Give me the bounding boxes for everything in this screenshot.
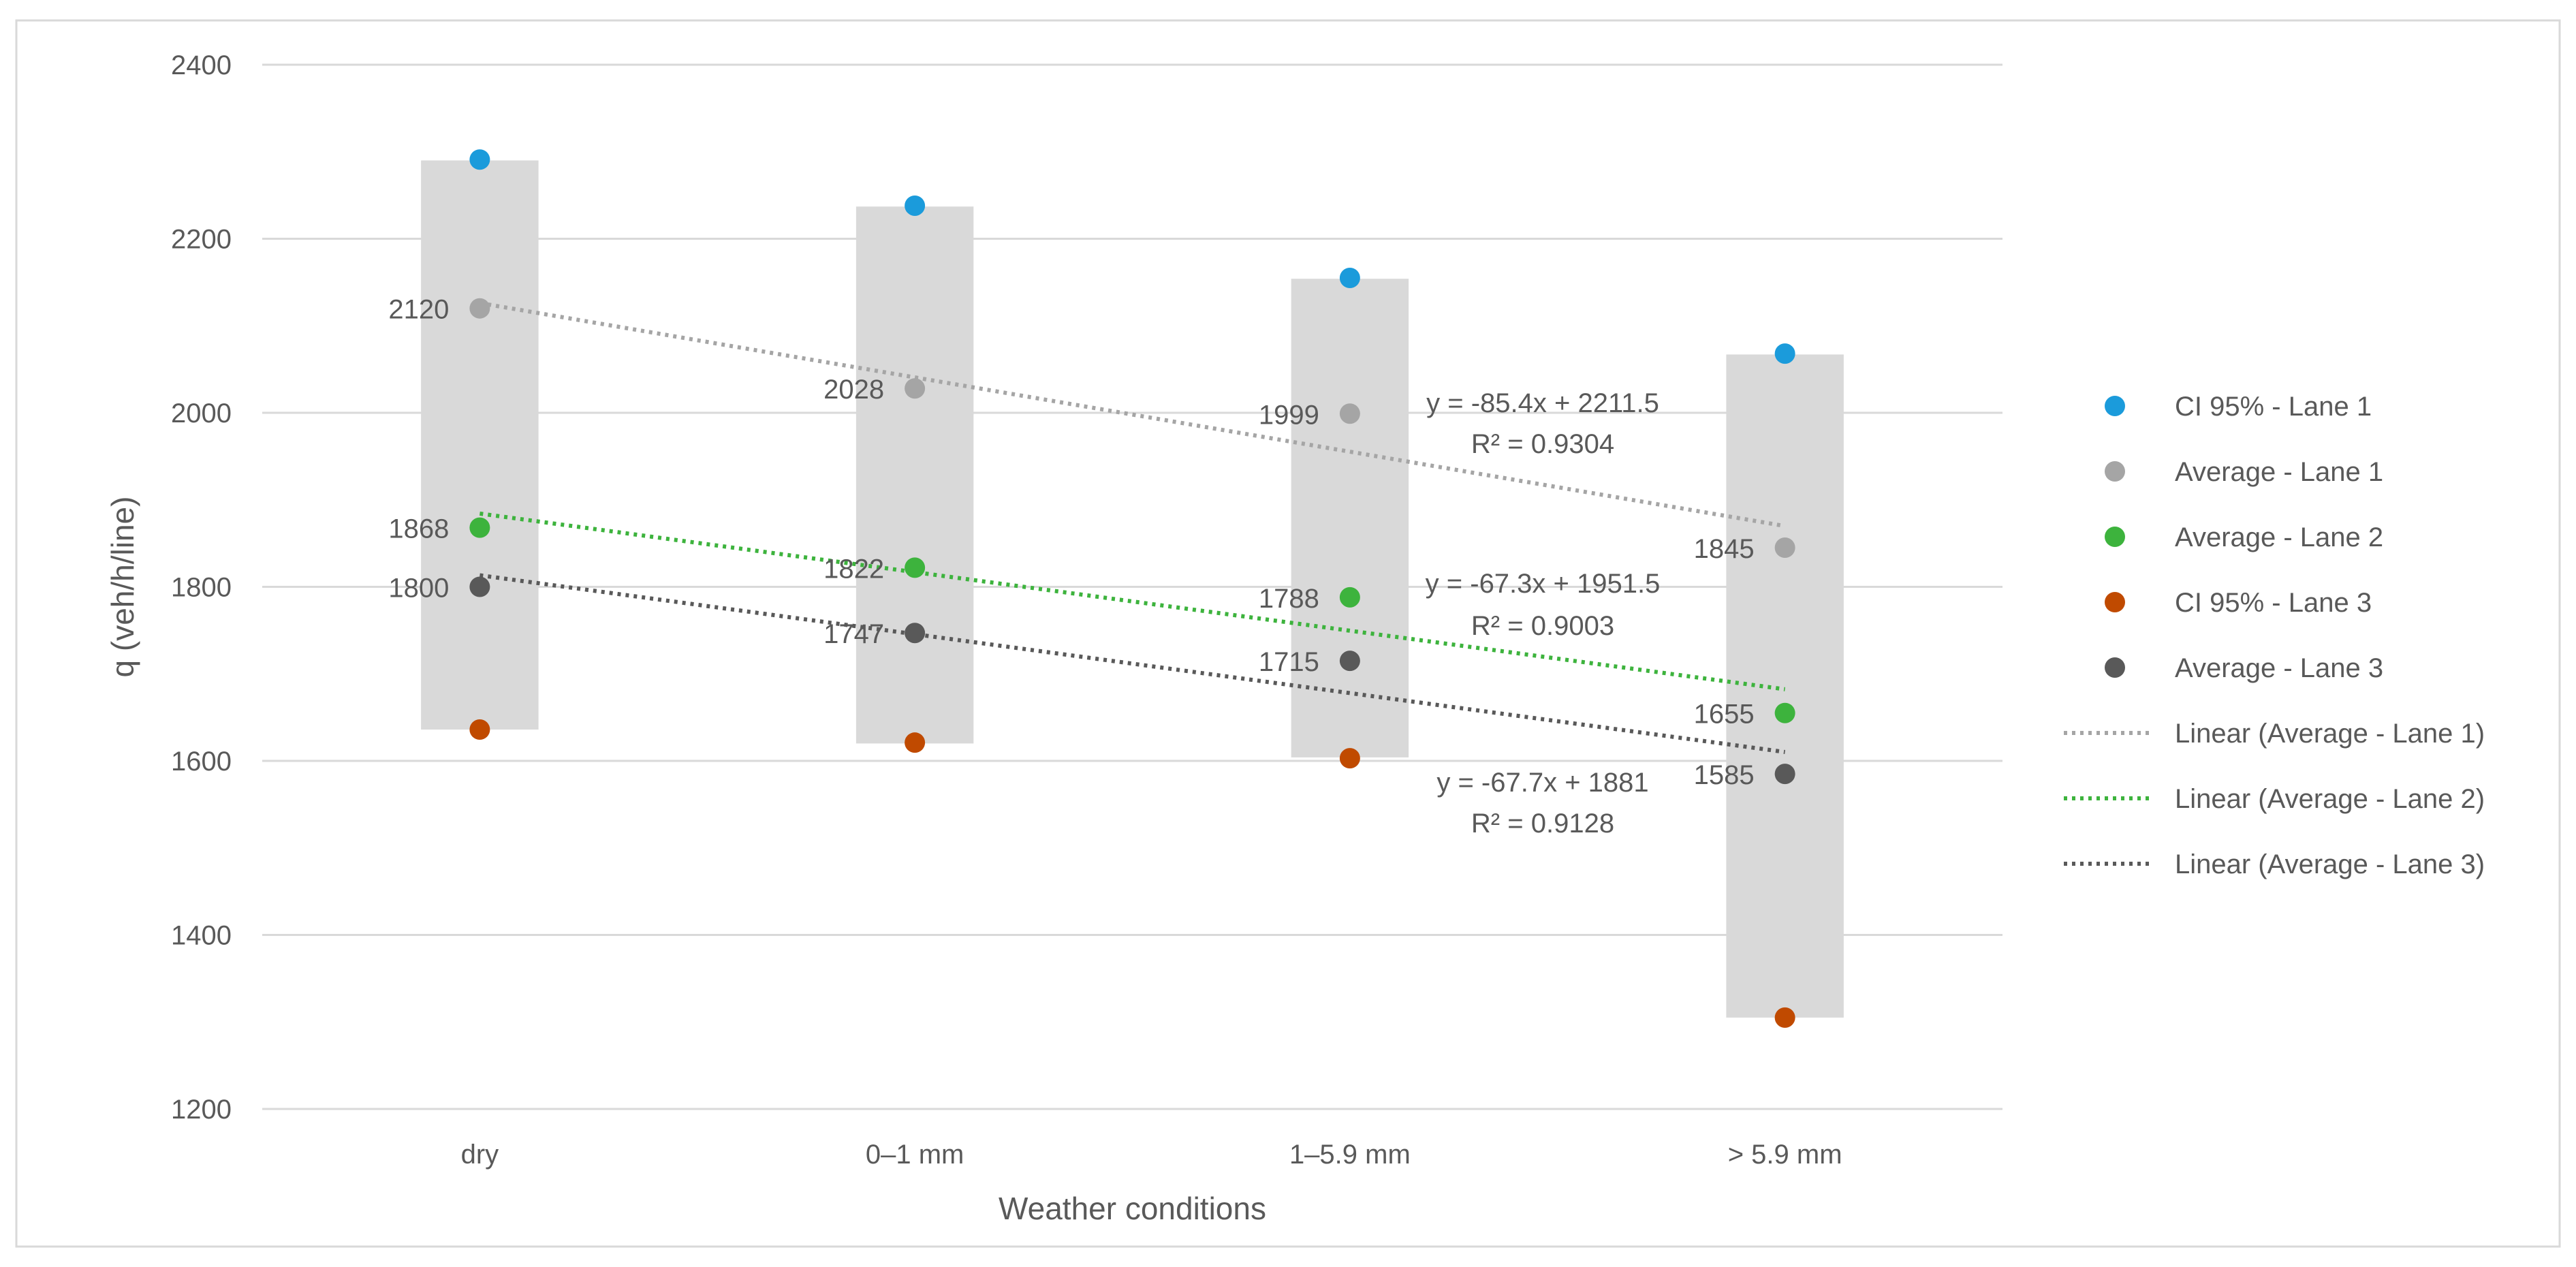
data-point: [1339, 267, 1360, 288]
legend-label: Average - Lane 3: [2175, 653, 2383, 683]
trendline-r2: R² = 0.9003: [1471, 611, 1614, 641]
data-label: 1999: [1259, 400, 1319, 430]
legend-marker: [2105, 657, 2125, 678]
data-point: [1774, 343, 1795, 364]
y-tick-label: 1600: [171, 747, 232, 777]
data-point: [1339, 748, 1360, 769]
data-point: [905, 623, 926, 644]
legend: CI 95% - Lane 1 Average - Lane 1 Average -…: [2064, 392, 2485, 879]
trendline-equation: y = -67.7x + 1881: [1436, 768, 1648, 798]
data-label: 1800: [388, 574, 449, 604]
trendline: [479, 300, 1786, 529]
data-point: [1339, 586, 1360, 608]
trendline-r2: R² = 0.9304: [1471, 429, 1614, 459]
trendline-r2: R² = 0.9128: [1471, 809, 1614, 839]
x-tick-label: 1–5.9 mm: [1289, 1140, 1411, 1170]
data-label: 2028: [823, 375, 884, 405]
data-point: [469, 576, 490, 597]
data-point: [1774, 764, 1795, 785]
y-tick-label: 2000: [171, 398, 232, 428]
data-point: [1774, 1007, 1795, 1028]
data-point: [905, 732, 926, 753]
data-point: [469, 298, 490, 319]
trendline: [479, 511, 1786, 691]
y-tick-label: 2400: [171, 50, 232, 80]
data-label: 1845: [1694, 534, 1755, 564]
data-point: [1339, 651, 1360, 672]
trendline-equation: y = -85.4x + 2211.5: [1426, 388, 1659, 418]
data-point: [1774, 537, 1795, 559]
y-tick-label: 1200: [171, 1095, 232, 1125]
legend-label: Average - Lane 2: [2175, 522, 2383, 552]
data-label: 1655: [1694, 700, 1755, 730]
data-point: [905, 195, 926, 216]
legend-marker: [2105, 527, 2125, 547]
ci-range-bar: [1291, 279, 1409, 757]
trendline: [479, 573, 1786, 754]
legend-label: Linear (Average - Lane 2): [2175, 784, 2485, 814]
legend-label: CI 95% - Lane 3: [2175, 588, 2372, 618]
legend-marker: [2105, 461, 2125, 482]
data-point: [905, 557, 926, 578]
y-tick-label: 1800: [171, 573, 232, 603]
x-axis-title: Weather conditions: [999, 1191, 1266, 1226]
data-label: 1868: [388, 514, 449, 544]
trendline-equation: y = -67.3x + 1951.5: [1426, 569, 1661, 599]
data-label: 1715: [1259, 647, 1319, 677]
data-point: [469, 517, 490, 538]
legend-marker: [2105, 396, 2125, 416]
data-point: [469, 149, 490, 170]
legend-label: Linear (Average - Lane 1): [2175, 719, 2485, 749]
data-label: 1747: [823, 619, 884, 649]
y-tick-label: 1400: [171, 921, 232, 951]
x-tick-label: > 5.9 mm: [1728, 1140, 1842, 1170]
ci-range-bar: [855, 206, 974, 744]
ci-range-bar: [421, 160, 539, 730]
legend-label: Average - Lane 1: [2175, 457, 2383, 487]
legend-label: Linear (Average - Lane 3): [2175, 849, 2485, 879]
trendline-layer: [479, 300, 1786, 754]
data-label: 2120: [388, 295, 449, 325]
chart-frame: [15, 19, 2561, 1248]
data-point: [905, 378, 926, 399]
data-point: [1774, 702, 1795, 723]
point-layer: [469, 149, 1795, 1028]
ci-range-bar: [1726, 354, 1844, 1018]
data-label: 1788: [1259, 584, 1319, 614]
data-point: [1339, 403, 1360, 424]
x-tick-label: dry: [461, 1140, 499, 1170]
grid-layer: [262, 63, 2002, 1110]
y-tick-label: 2200: [171, 225, 232, 255]
legend-marker: [2105, 592, 2125, 612]
legend-label: CI 95% - Lane 1: [2175, 392, 2372, 422]
data-label: 1585: [1694, 760, 1755, 790]
x-tick-label: 0–1 mm: [866, 1140, 964, 1170]
data-label: 1822: [823, 554, 884, 584]
axis-layer: 1200 1400 1600 1800 2000 2200 2400 dry 0–1 mm 1–5…: [105, 50, 1842, 1226]
data-point: [469, 719, 490, 740]
y-axis-title: q (veh/h/line): [105, 497, 140, 678]
data-label-layer: 2120 2028 1999 1845 1868 1822 1788 1655 1800 1747…: [388, 295, 1754, 839]
